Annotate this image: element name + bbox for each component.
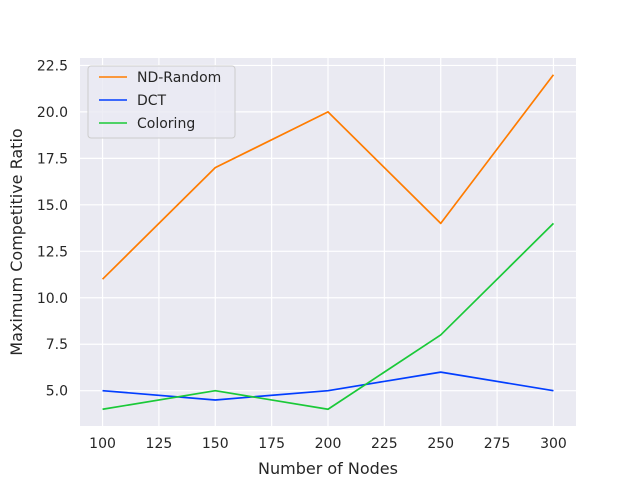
x-axis-label: Number of Nodes (258, 459, 398, 478)
y-tick-label: 12.5 (37, 244, 68, 260)
y-tick-label: 15.0 (37, 198, 68, 214)
x-tick-label: 100 (89, 436, 116, 452)
legend-label-dct: DCT (137, 93, 167, 109)
y-axis-ticks: 5.0 7.5 10.0 12.5 15.0 17.5 20.0 22.5 (37, 58, 68, 399)
y-tick-label: 20.0 (37, 105, 68, 121)
legend: ND-Random DCT Coloring (87, 65, 236, 139)
x-tick-label: 275 (484, 436, 511, 452)
x-tick-label: 150 (202, 436, 229, 452)
legend-label-nd-random: ND-Random (137, 70, 221, 86)
x-tick-label: 175 (258, 436, 285, 452)
y-tick-label: 10.0 (37, 291, 68, 307)
y-tick-label: 22.5 (37, 58, 68, 74)
series-line-coloring (102, 222, 555, 411)
x-tick-label: 200 (315, 436, 342, 452)
y-axis-label: Maximum Competitive Ratio (7, 128, 26, 355)
y-tick-label: 7.5 (46, 337, 68, 353)
x-tick-label: 300 (540, 436, 567, 452)
x-tick-label: 125 (146, 436, 173, 452)
x-axis-ticks: 100 125 150 175 200 225 250 275 300 (89, 436, 567, 452)
y-tick-label: 5.0 (46, 384, 68, 400)
series-line-nd-random (101, 74, 555, 280)
x-tick-label: 250 (427, 436, 454, 452)
legend-box (87, 65, 236, 139)
x-tick-label: 225 (371, 436, 398, 452)
series-lines (101, 74, 555, 411)
y-tick-label: 17.5 (37, 151, 68, 167)
legend-label-coloring: Coloring (137, 116, 195, 132)
